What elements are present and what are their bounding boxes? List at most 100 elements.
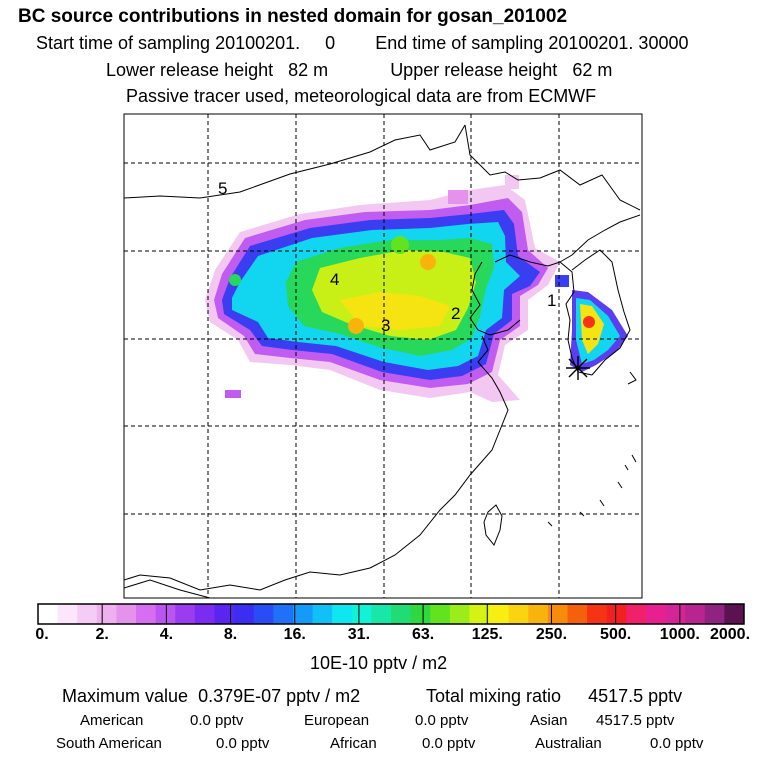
start-time-value: 20100201. 0 bbox=[215, 33, 336, 53]
colorbar-swatch bbox=[685, 604, 706, 624]
coast-bohai bbox=[469, 261, 521, 336]
tracer-note: Passive tracer used, meteorological data… bbox=[126, 86, 597, 106]
colorbar-swatch bbox=[469, 604, 490, 624]
colorbar-tick-label: 2000. bbox=[709, 626, 751, 643]
colorbar-swatch bbox=[606, 604, 627, 624]
colorbar-swatch bbox=[194, 604, 215, 624]
japan-islands-6 bbox=[547, 521, 553, 527]
upper-height-value: 62 m bbox=[572, 60, 613, 80]
sampling-time-line: Start time of sampling 20100201. 0 End t… bbox=[36, 33, 689, 54]
total-mixing-row: Total mixing ratio 4517.5 pptv bbox=[426, 686, 682, 707]
total-mixing-label: Total mixing ratio bbox=[426, 686, 562, 706]
colorbar-tick-label: 1000. bbox=[659, 626, 700, 643]
concentration-plume bbox=[205, 175, 628, 402]
region-label-2: 2 bbox=[451, 304, 460, 323]
map-frame bbox=[123, 113, 643, 599]
colorbar-swatch bbox=[38, 604, 59, 624]
colorbar-tick-label: 16. bbox=[283, 626, 306, 643]
african-value: 0.0 pptv bbox=[422, 735, 476, 752]
colorbar bbox=[38, 604, 745, 624]
colorbar-swatch bbox=[489, 604, 510, 624]
japan-kyushu bbox=[627, 371, 637, 385]
asian-value: 4517.5 pptv bbox=[596, 712, 675, 729]
colorbar-swatch bbox=[645, 604, 667, 624]
colorbar-tick-label: 8. bbox=[223, 626, 238, 643]
colorbar-swatch bbox=[77, 604, 98, 624]
plume-speck-4 bbox=[448, 190, 468, 204]
plume-yellow bbox=[340, 292, 450, 330]
japan-islands-1 bbox=[631, 454, 637, 463]
colorbar-swatch bbox=[273, 604, 294, 624]
colorbar-swatch bbox=[96, 604, 117, 624]
plume-korea-core bbox=[583, 316, 595, 328]
korea-north-border bbox=[559, 214, 641, 263]
taiwan bbox=[483, 504, 503, 546]
colorbar-tick-label: 250. bbox=[535, 626, 568, 643]
japan-islands-4 bbox=[599, 499, 605, 507]
max-value: 0.379E-07 pptv / m2 bbox=[198, 686, 361, 706]
plume-speck-3 bbox=[505, 175, 519, 189]
colorbar-swatch bbox=[292, 604, 314, 624]
colorbar-swatch bbox=[391, 604, 412, 624]
region-label-3: 3 bbox=[381, 316, 390, 335]
european-value: 0.0 pptv bbox=[415, 712, 469, 729]
european-label: European bbox=[304, 712, 370, 729]
border-mongolia-east bbox=[464, 124, 641, 211]
colorbar-swatch bbox=[724, 604, 745, 624]
colorbar-swatch bbox=[136, 604, 157, 624]
colorbar-swatch bbox=[332, 604, 353, 624]
colorbar-swatch bbox=[704, 604, 725, 624]
colorbar-tick-label: 125. bbox=[471, 626, 503, 643]
colorbar-swatch bbox=[449, 604, 470, 624]
colorbar-frame bbox=[37, 603, 745, 625]
korea-east-coast bbox=[571, 249, 631, 376]
lower-height-value: 82 m bbox=[288, 60, 329, 80]
colorbar-swatch bbox=[312, 604, 333, 624]
colorbar-swatch bbox=[351, 604, 372, 624]
release-height-line: Lower release height 82 m Upper release … bbox=[106, 60, 612, 81]
american-label: American bbox=[80, 712, 144, 729]
max-value-row: Maximum value 0.379E-07 pptv / m2 bbox=[62, 686, 360, 707]
plot-title: BC source contributions in nested domain… bbox=[18, 6, 568, 27]
plume-core-2 bbox=[420, 254, 436, 270]
colorbar-swatch bbox=[116, 604, 137, 624]
max-value-label: Maximum value bbox=[62, 686, 189, 706]
plume-speck-2 bbox=[555, 275, 569, 287]
japan-islands-3 bbox=[617, 481, 623, 489]
colorbar-tick-label: 2. bbox=[95, 626, 109, 643]
asian-label: Asian bbox=[530, 712, 568, 729]
colorbar-tick-label: 63. bbox=[411, 626, 435, 643]
colorbar-swatch bbox=[234, 604, 255, 624]
colorbar-swatch bbox=[410, 604, 431, 624]
colorbar-swatch bbox=[626, 604, 647, 624]
colorbar-tick-label: 500. bbox=[600, 626, 632, 643]
coastlines bbox=[124, 124, 641, 598]
inner-border-1 bbox=[124, 579, 211, 598]
region-label-4: 4 bbox=[330, 270, 339, 289]
south-american-value: 0.0 pptv bbox=[216, 735, 270, 752]
coast-east-china bbox=[369, 335, 509, 569]
colorbar-swatch bbox=[430, 604, 451, 624]
australian-value: 0.0 pptv bbox=[650, 735, 704, 752]
colorbar-swatch bbox=[155, 604, 176, 624]
total-mixing-value: 4517.5 pptv bbox=[588, 686, 683, 706]
plume-speck-1 bbox=[225, 390, 241, 398]
african-label: African bbox=[330, 735, 377, 752]
colorbar-tick-label: 4. bbox=[159, 626, 174, 643]
region-label-1: 1 bbox=[547, 291, 556, 310]
plume-core-1 bbox=[391, 236, 409, 254]
star-icon bbox=[566, 356, 590, 380]
american-value: 0.0 pptv bbox=[190, 712, 244, 729]
colorbar-swatch bbox=[175, 604, 196, 624]
south-china-coast bbox=[124, 567, 371, 591]
colorbar-swatch bbox=[547, 604, 568, 624]
start-time-label: Start time of sampling bbox=[36, 33, 211, 53]
end-time-label: End time of sampling bbox=[375, 33, 544, 53]
colorbar-swatch bbox=[567, 604, 588, 624]
border-north bbox=[124, 124, 466, 199]
south-american-label: South American bbox=[56, 735, 162, 752]
japan-islands-2 bbox=[624, 464, 629, 471]
lower-height-label: Lower release height bbox=[106, 60, 274, 80]
colorbar-swatch bbox=[371, 604, 392, 624]
